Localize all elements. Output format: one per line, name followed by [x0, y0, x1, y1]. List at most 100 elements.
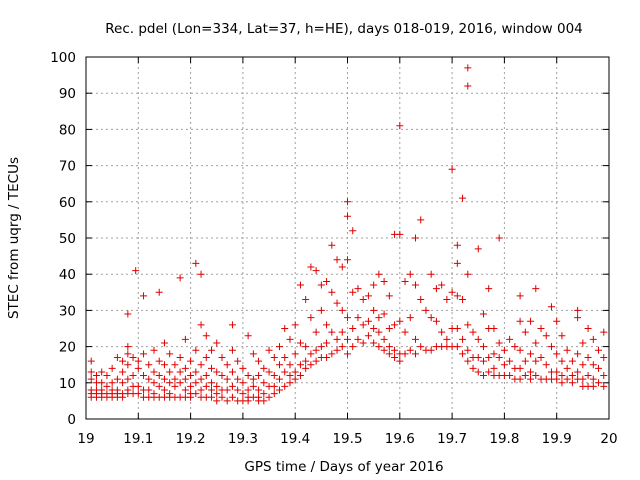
data-point — [228, 321, 236, 329]
data-point — [192, 368, 200, 376]
y-tick-label: 60 — [59, 195, 76, 211]
data-point — [134, 382, 142, 390]
data-point — [479, 310, 487, 318]
data-point — [228, 393, 236, 401]
data-point — [344, 256, 351, 264]
data-point — [527, 350, 535, 358]
data-point — [464, 270, 472, 278]
data-point — [317, 343, 325, 351]
data-point — [385, 292, 393, 300]
data-point — [511, 343, 519, 351]
data-point — [521, 372, 529, 380]
data-point — [344, 212, 351, 220]
data-point — [187, 382, 195, 390]
x-tick-label: 19.6 — [385, 431, 415, 447]
data-point — [145, 361, 153, 369]
data-point — [176, 353, 184, 361]
data-point — [364, 292, 372, 300]
data-point — [553, 317, 561, 325]
data-point — [490, 364, 498, 372]
data-point — [344, 314, 351, 322]
data-point — [145, 375, 153, 383]
data-point — [87, 357, 95, 365]
data-point — [553, 375, 561, 383]
data-point — [448, 165, 456, 173]
data-point — [302, 296, 310, 304]
data-point — [260, 390, 268, 398]
data-point — [213, 339, 221, 347]
data-point — [464, 64, 472, 72]
data-point — [574, 368, 582, 376]
data-point — [171, 375, 179, 383]
data-point — [260, 364, 268, 372]
data-point — [579, 375, 587, 383]
data-point — [249, 382, 257, 390]
data-point — [375, 270, 383, 278]
data-point — [223, 386, 231, 394]
data-point — [234, 386, 242, 394]
y-tick-label: 30 — [59, 303, 76, 319]
data-point — [396, 122, 404, 130]
data-point — [375, 343, 383, 351]
data-point — [516, 317, 524, 325]
data-point — [459, 350, 467, 358]
data-point — [406, 314, 414, 322]
data-point — [291, 350, 299, 358]
data-point — [244, 397, 252, 405]
data-point — [391, 321, 399, 329]
y-tick-label: 80 — [59, 122, 76, 138]
data-point — [181, 364, 189, 372]
data-point — [155, 357, 163, 365]
data-point — [202, 353, 210, 361]
data-point — [453, 325, 461, 332]
data-point — [113, 353, 121, 361]
data-point — [453, 343, 461, 351]
data-point — [411, 350, 419, 358]
data-point — [155, 288, 163, 296]
x-tick-label: 19.3 — [228, 431, 258, 447]
data-point — [411, 281, 419, 289]
data-point — [422, 306, 430, 314]
x-tick-label: 19.7 — [437, 431, 467, 447]
data-point — [197, 375, 205, 383]
data-point — [500, 361, 508, 369]
data-point — [469, 364, 477, 372]
data-point — [479, 357, 487, 365]
data-point — [270, 390, 278, 398]
data-point — [87, 368, 95, 376]
data-point — [516, 346, 524, 354]
data-point — [150, 346, 158, 354]
data-point — [385, 343, 393, 351]
data-point — [228, 346, 236, 354]
data-point — [155, 372, 163, 380]
data-point — [234, 375, 242, 383]
data-point — [176, 274, 184, 282]
data-point — [260, 397, 268, 405]
data-point — [260, 379, 268, 387]
data-point — [192, 346, 200, 354]
data-point — [563, 364, 571, 372]
data-point — [239, 390, 247, 398]
data-point — [108, 364, 116, 372]
data-point — [239, 364, 247, 372]
data-point — [129, 353, 137, 361]
data-point — [532, 372, 540, 380]
data-point — [150, 368, 158, 376]
data-point — [506, 372, 514, 380]
data-point — [521, 328, 529, 336]
data-point — [255, 357, 263, 365]
data-point — [589, 382, 597, 390]
data-point — [406, 270, 414, 278]
data-point — [213, 368, 221, 376]
data-point — [354, 314, 362, 322]
data-point — [98, 368, 106, 376]
data-point — [417, 216, 425, 224]
data-point — [171, 361, 179, 369]
data-point — [574, 314, 582, 322]
data-point — [276, 361, 284, 369]
data-point — [396, 230, 404, 238]
data-point — [276, 375, 284, 383]
data-point — [302, 357, 310, 365]
data-point — [427, 314, 435, 322]
